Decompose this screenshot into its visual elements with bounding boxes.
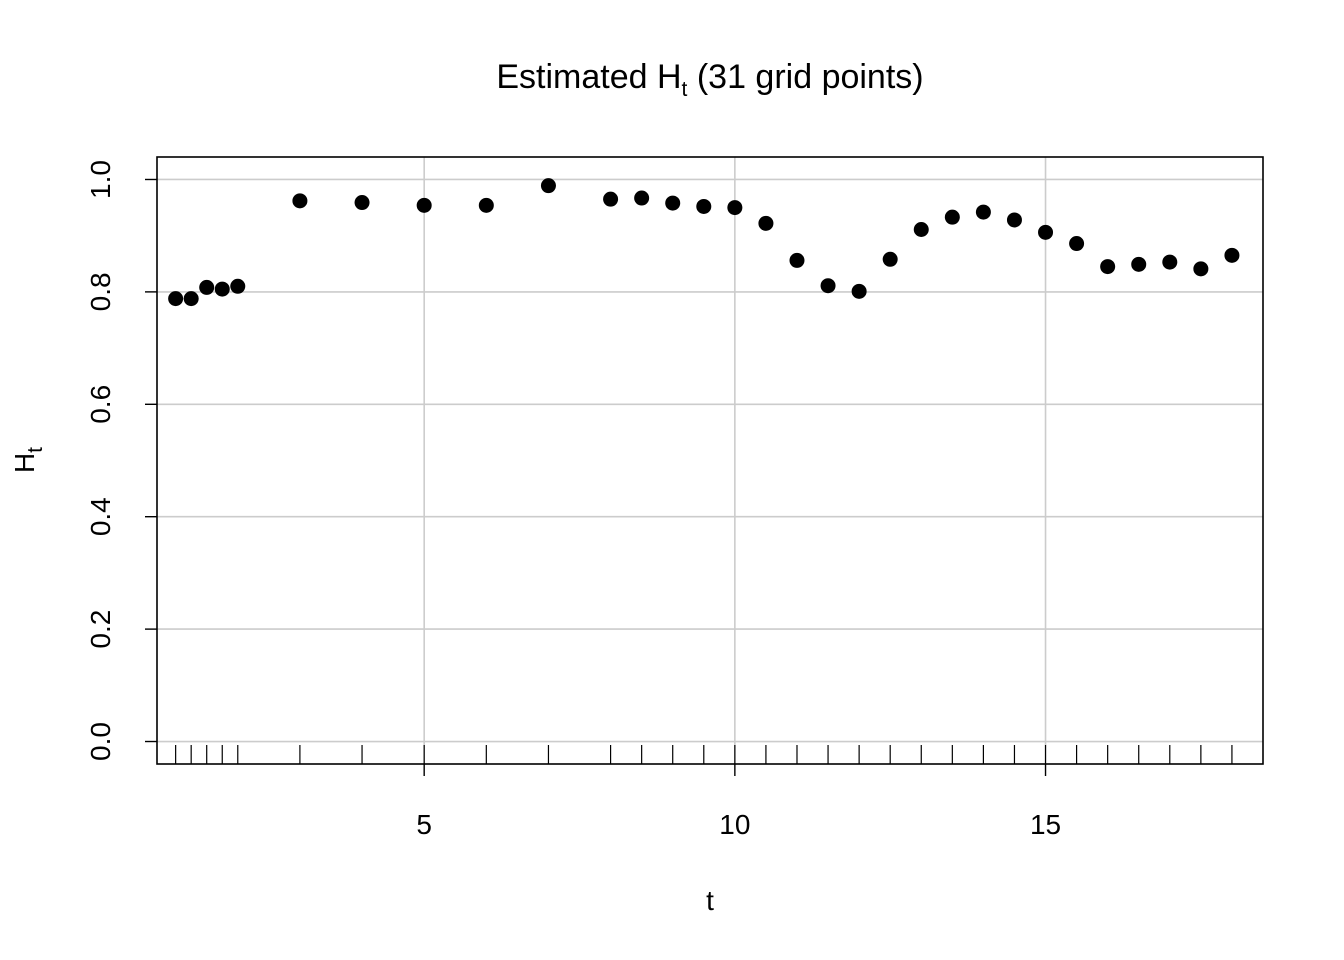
data-point xyxy=(292,193,308,209)
data-point xyxy=(354,195,370,211)
data-point xyxy=(975,204,991,220)
data-point xyxy=(1006,212,1022,228)
data-point xyxy=(183,291,199,307)
data-point xyxy=(603,191,619,207)
data-point xyxy=(416,197,432,213)
data-point xyxy=(789,252,805,268)
x-axis-label: t xyxy=(706,885,714,916)
x-tick-label: 5 xyxy=(416,809,432,840)
y-tick-label: 0.8 xyxy=(85,272,116,311)
data-point xyxy=(634,190,650,206)
data-point xyxy=(758,215,774,231)
data-point xyxy=(727,200,743,216)
y-tick-label: 0.4 xyxy=(85,497,116,536)
data-point xyxy=(199,279,215,295)
data-point xyxy=(1162,254,1178,270)
y-tick-label: 0.6 xyxy=(85,385,116,424)
data-point xyxy=(851,283,867,299)
y-tick-label: 0.2 xyxy=(85,610,116,649)
data-point xyxy=(1100,259,1116,275)
y-axis-label: Ht xyxy=(9,447,47,473)
y-axis: 0.0 0.2 0.4 0.6 0.8 1.0 xyxy=(85,160,157,761)
data-point xyxy=(168,291,184,307)
data-point xyxy=(882,251,898,267)
data-point xyxy=(820,278,836,294)
data-point xyxy=(913,222,929,238)
data-point xyxy=(540,178,556,194)
plot-frame xyxy=(156,156,1264,765)
data-point xyxy=(1069,236,1085,252)
data-point xyxy=(944,209,960,225)
data-point xyxy=(230,278,246,294)
data-point xyxy=(214,281,230,297)
x-tick-label: 10 xyxy=(719,809,750,840)
data-points xyxy=(168,178,1240,307)
rug-ticks xyxy=(175,745,1233,764)
data-point xyxy=(1038,224,1054,240)
data-point xyxy=(1193,261,1209,277)
data-point xyxy=(1131,256,1147,272)
data-point xyxy=(478,197,494,213)
chart-title: Estimated Ht (31 grid points) xyxy=(496,58,923,101)
data-point xyxy=(665,195,681,211)
x-axis: 5 10 15 xyxy=(416,764,1061,840)
data-point xyxy=(1224,247,1240,263)
y-tick-label: 0.0 xyxy=(85,722,116,761)
y-tick-label: 1.0 xyxy=(85,160,116,199)
gridlines xyxy=(157,157,1263,764)
x-tick-label: 15 xyxy=(1030,809,1061,840)
data-point xyxy=(696,198,712,214)
